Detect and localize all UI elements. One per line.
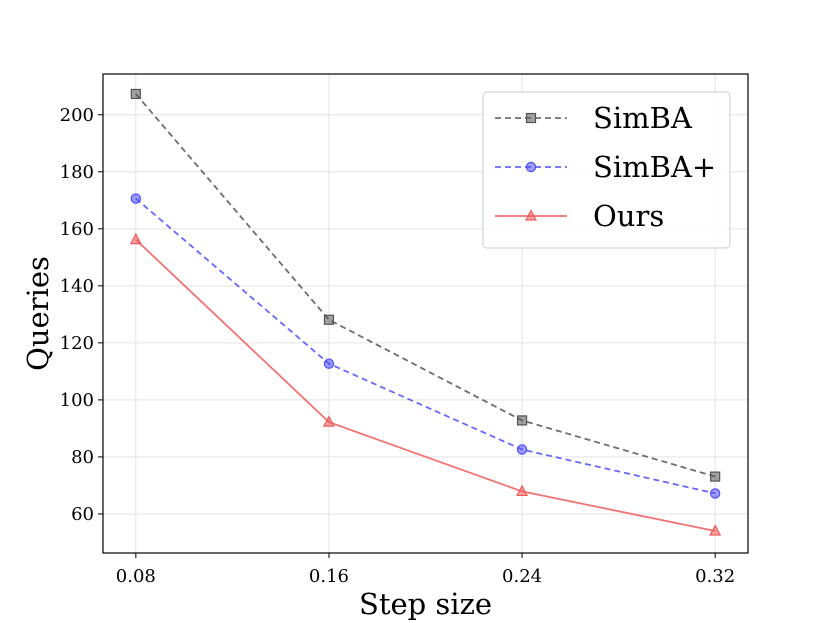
legend-label: SimBA+ (593, 150, 716, 184)
series-simba (130, 88, 721, 482)
series-line (135, 239, 716, 532)
y-tick-label: 100 (60, 390, 94, 411)
data-point (323, 358, 335, 369)
x-axis-label: Step size (359, 587, 492, 621)
y-tick-label: 60 (71, 504, 94, 525)
data-point (516, 484, 529, 497)
y-tick-label: 80 (71, 447, 94, 468)
data-point (516, 444, 528, 455)
x-tick-label: 0.24 (502, 566, 542, 587)
data-point (130, 88, 141, 100)
y-axis-label: Queries (21, 256, 55, 371)
data-point (130, 193, 142, 204)
x-tick-label: 0.16 (309, 566, 349, 587)
legend-entry: SimBA+ (495, 150, 716, 184)
series-line (135, 93, 716, 478)
legend-swatch-marker (525, 209, 537, 221)
data-point (323, 314, 335, 325)
data-point (129, 232, 142, 245)
data-point (322, 415, 335, 427)
x-tick-label: 0.32 (695, 566, 735, 587)
legend-swatch-marker (525, 161, 537, 173)
legend-entry: Ours (495, 199, 664, 233)
plot-frame (102, 73, 749, 554)
y-tick-label: 200 (60, 105, 94, 126)
y-tick-label: 180 (60, 162, 94, 183)
legend-swatch-marker (525, 112, 537, 124)
legend-label: SimBA (593, 101, 693, 135)
y-tick-label: 120 (60, 333, 94, 354)
x-tick-label: 0.08 (116, 566, 156, 587)
legend-box (482, 91, 731, 249)
y-tick-label: 140 (60, 276, 94, 297)
series-ours (129, 232, 722, 536)
y-tick-label: 160 (60, 219, 94, 240)
series-group (129, 88, 722, 536)
data-point (710, 471, 721, 482)
legend-entry: SimBA (495, 101, 693, 135)
data-point (709, 488, 721, 499)
series-simba- (130, 193, 721, 499)
data-point (709, 524, 722, 536)
series-line (135, 197, 716, 495)
data-point (516, 415, 528, 426)
legend-label: Ours (593, 199, 664, 233)
legend: SimBA SimBA+ Ours (482, 91, 731, 249)
axes: 60 80 100 120 140 160 180 200 0.08 0.16 0.24 0.32 (60, 105, 736, 587)
